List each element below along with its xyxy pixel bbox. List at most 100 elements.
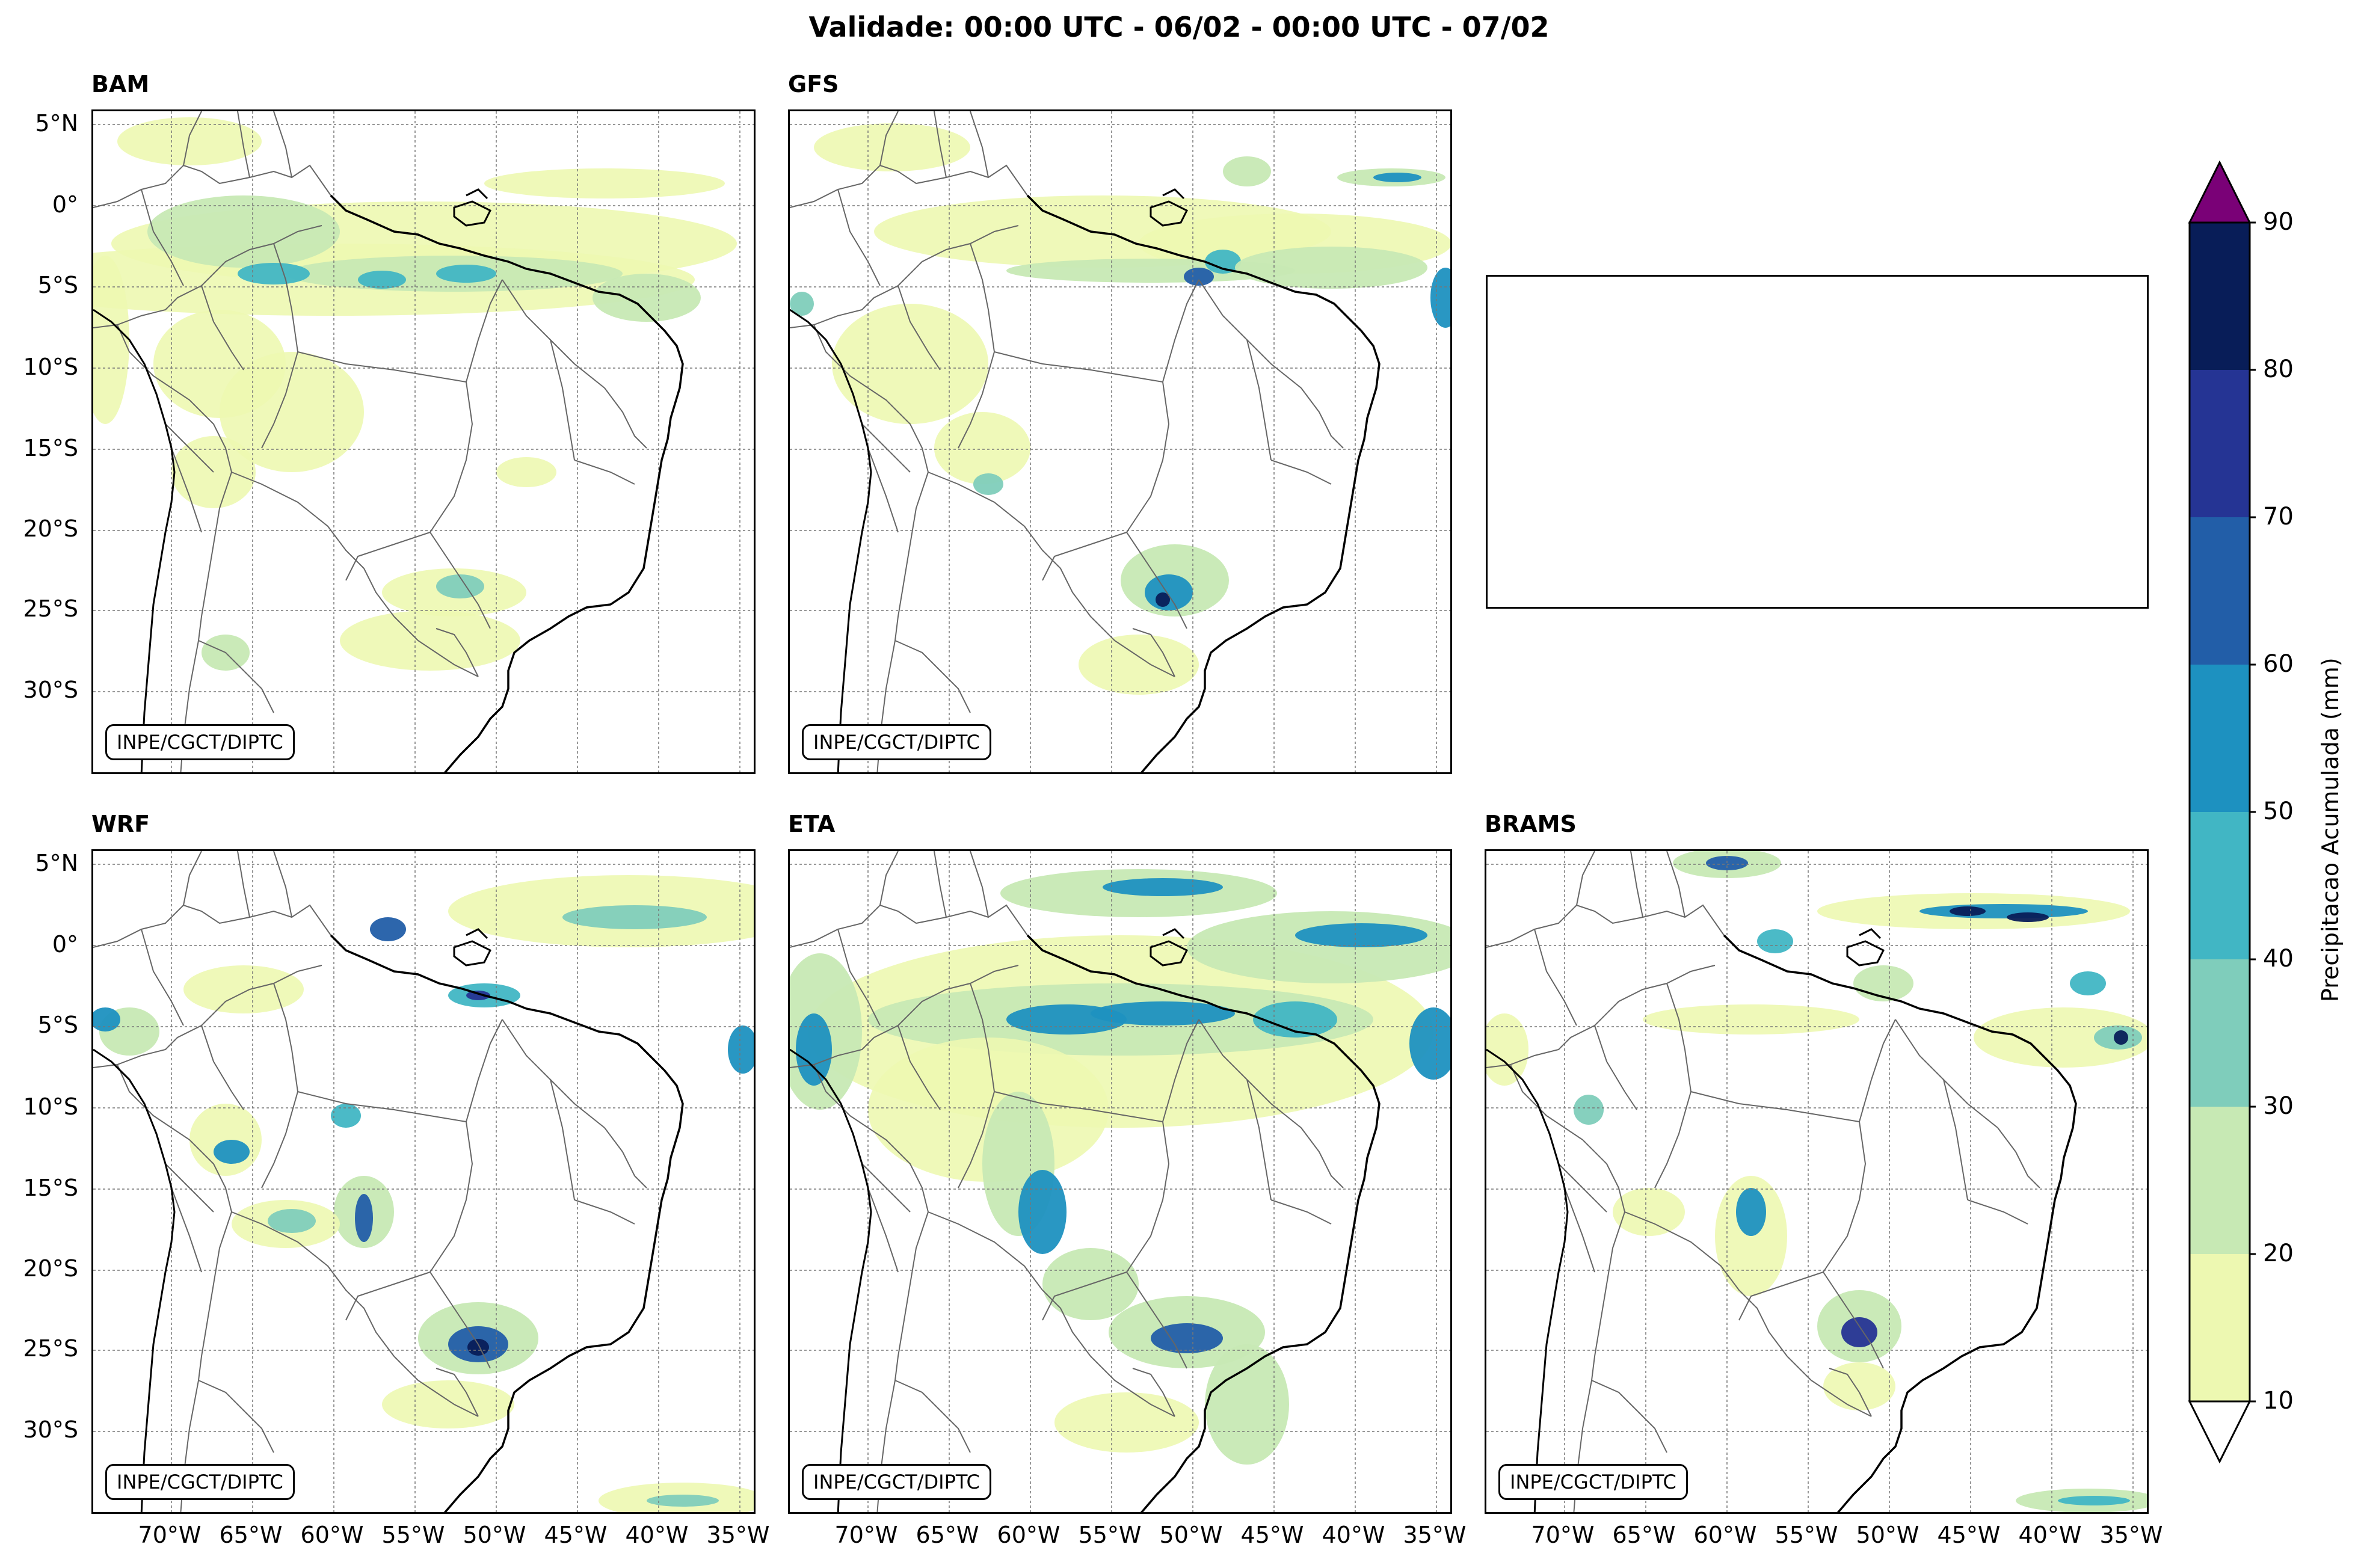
lat-tick: 5°N: [35, 110, 78, 137]
state-border: [1564, 1187, 1595, 1273]
precip-contour: [1574, 1095, 1604, 1125]
panel-title-brams: BRAMS: [1485, 811, 1577, 837]
state-border: [201, 1025, 244, 1110]
colorbar-label: Precipitacao Acumulada (mm): [2317, 657, 2344, 1002]
state-border: [1823, 1271, 1884, 1369]
precip-contour: [1486, 1013, 1528, 1086]
lat-tick: 15°S: [23, 1175, 78, 1201]
precip-contour: [147, 195, 340, 268]
colorbar-segment: [2190, 1254, 2250, 1401]
state-border: [1654, 1091, 1692, 1188]
colorbar-under-extend: [2188, 1400, 2252, 1464]
coastline-east: [330, 194, 684, 772]
coastline-island: [453, 940, 492, 967]
state-border: [165, 423, 214, 473]
state-border: [502, 1019, 605, 1128]
state-border: [1558, 1163, 1607, 1213]
state-border: [867, 447, 899, 533]
lat-tick: 5°S: [37, 1012, 78, 1038]
state-border: [1859, 1019, 1896, 1122]
coastline-island: [466, 928, 488, 939]
state-border: [1534, 929, 1577, 1026]
lat-tick: 15°S: [23, 435, 78, 461]
precip-contour: [1823, 1362, 1895, 1410]
state-border: [813, 324, 929, 473]
lon-tick: 55°W: [381, 1522, 445, 1548]
watermark-badge: INPE/CGCT/DIPTC: [1498, 1464, 1688, 1500]
precip-contour: [382, 1380, 514, 1428]
coastline-west: [790, 1048, 872, 1512]
state-border: [1198, 279, 1302, 389]
state-border: [970, 983, 995, 1092]
coastline-island: [1846, 940, 1885, 967]
colorbar-segment: [2190, 370, 2250, 517]
coastline-east: [1723, 934, 2077, 1512]
panel-title-bam: BAM: [91, 71, 150, 97]
lon-tick: 60°W: [300, 1522, 364, 1548]
colorbar-tick-label: 90: [2263, 208, 2294, 236]
colorbar-segment: [2190, 812, 2250, 959]
precip-contour: [93, 1007, 120, 1031]
map-canvas: [93, 851, 754, 1512]
state-border: [297, 1091, 467, 1122]
state-border: [261, 351, 298, 449]
state-border: [1591, 1380, 1667, 1453]
lat-tick: 10°S: [23, 354, 78, 380]
state-border: [574, 1199, 635, 1225]
precip-contour: [1373, 173, 1421, 182]
state-border: [237, 851, 250, 918]
precip-contour: [331, 1104, 361, 1128]
precip-contour: [1235, 247, 1427, 289]
precip-contour: [436, 574, 484, 598]
precip-contour: [220, 352, 364, 472]
state-border: [928, 1211, 1091, 1357]
lat-tick: 5°S: [37, 272, 78, 298]
precip-contour: [973, 473, 1003, 495]
precip-contour: [214, 1140, 250, 1164]
precip-contour: [593, 274, 701, 322]
state-border: [237, 111, 250, 178]
precip-contour: [1757, 929, 1793, 953]
empty-panel: [1486, 275, 2149, 609]
state-border: [141, 189, 184, 286]
map-panel-brams: INPE/CGCT/DIPTC: [1485, 849, 2149, 1514]
state-border: [436, 1368, 479, 1417]
state-border: [1594, 1025, 1637, 1110]
state-border: [1246, 1079, 1272, 1201]
state-border: [466, 279, 503, 383]
state-border: [550, 339, 575, 461]
precip-contour: [1409, 1007, 1450, 1080]
precip-contour: [1156, 592, 1170, 607]
state-border: [198, 1380, 274, 1453]
state-border: [1787, 1356, 1872, 1417]
colorbar-tick-label: 70: [2263, 503, 2294, 530]
lon-tick: 45°W: [544, 1522, 608, 1548]
lon-tick: 60°W: [997, 1522, 1060, 1548]
state-border: [393, 1356, 479, 1417]
precip-contour: [370, 917, 406, 941]
state-border: [1967, 1199, 2028, 1225]
coastline-island: [453, 200, 492, 227]
coastline-island: [1162, 928, 1185, 939]
state-border: [1042, 1271, 1127, 1321]
map-canvas: [790, 111, 1450, 772]
state-border: [93, 164, 331, 208]
coastline-east: [330, 934, 684, 1512]
precip-contour: [496, 457, 556, 487]
state-border: [790, 164, 1028, 208]
state-border: [1090, 1356, 1175, 1417]
map-panel-wrf: INPE/CGCT/DIPTC: [91, 849, 756, 1514]
state-border: [1630, 851, 1643, 918]
state-border: [604, 387, 647, 449]
state-border: [837, 189, 881, 286]
state-border: [201, 285, 244, 370]
colorbar-segment: [2190, 223, 2250, 370]
state-border: [231, 1211, 395, 1357]
state-border: [934, 111, 947, 178]
map-panel-eta: INPE/CGCT/DIPTC: [788, 849, 1452, 1514]
state-border: [273, 983, 298, 1092]
state-border: [1823, 1121, 1867, 1273]
lat-tick: 20°S: [23, 1255, 78, 1282]
precip-contour: [1151, 1323, 1223, 1353]
lat-tick: 0°: [52, 931, 78, 958]
